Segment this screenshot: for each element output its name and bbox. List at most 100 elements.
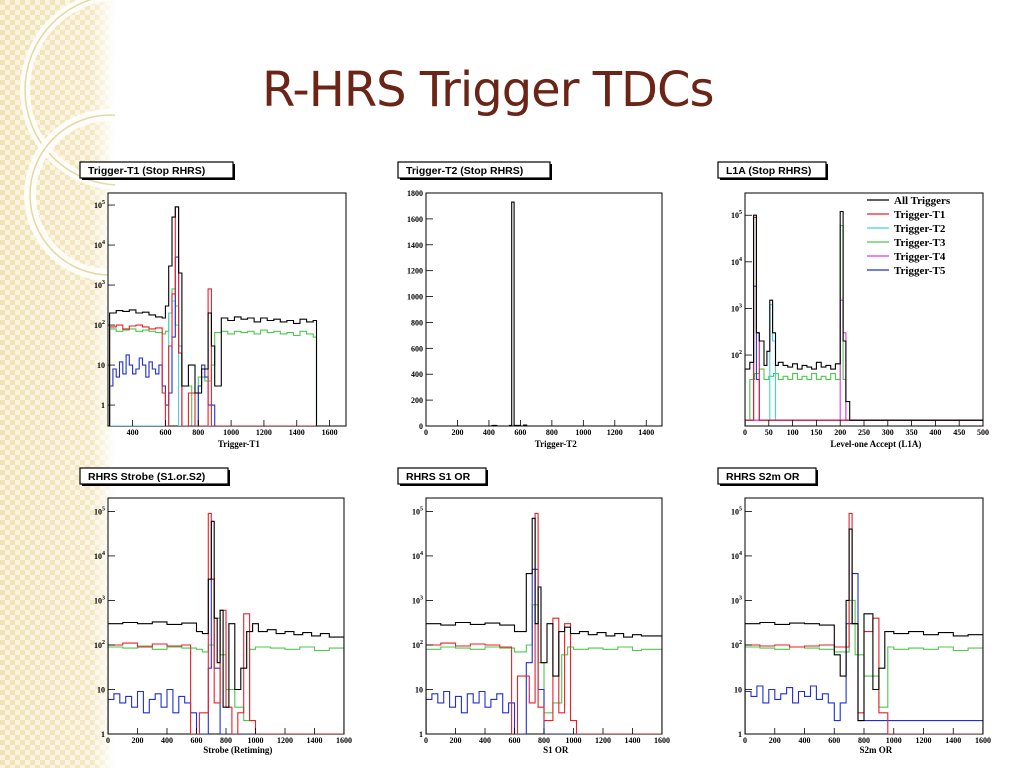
pad-title: L1A (Stop RHRS)	[726, 165, 811, 177]
y-tick-label: 0	[419, 422, 423, 431]
x-tick-label: 1000	[248, 736, 264, 745]
plot-frame	[425, 192, 663, 427]
series-all-triggers	[426, 517, 662, 734]
series-trigger-t1	[108, 512, 344, 734]
pad-title-box	[717, 467, 817, 485]
x-tick-label: 200	[132, 736, 144, 745]
y-tick-label: 103	[412, 595, 423, 605]
y-tick-label: 1	[419, 730, 423, 739]
series-all-triggers	[745, 528, 983, 734]
x-tick-label: 0	[424, 736, 428, 745]
x-tick-label: 1200	[277, 736, 293, 745]
legend-entry: All Triggers	[894, 195, 951, 207]
x-tick-label: 1600	[322, 428, 338, 437]
x-tick-label: 0	[424, 428, 428, 437]
series-trigger-t3	[426, 604, 662, 734]
y-tick-label: 1	[101, 401, 105, 410]
x-tick-label: 250	[858, 428, 870, 437]
y-tick-label: 102	[94, 320, 105, 330]
y-tick-label: 102	[731, 350, 742, 360]
series-trigger-t5	[109, 256, 346, 426]
y-tick-label: 105	[94, 200, 105, 210]
x-tick-label: 400	[127, 428, 139, 437]
y-tick-label: 10	[97, 685, 105, 694]
y-tick-label: 200	[411, 396, 423, 405]
x-tick-label: 0	[743, 428, 747, 437]
histogram-pad-3: L1A (Stop RHRS) 0 50 100 150 200 250 300 350 400 4…	[717, 161, 989, 449]
y-tick-label: 105	[94, 506, 105, 516]
histogram-pad-6: RHRS S2m OR 0 200 400 600 800 1000 1200 1400 1600…	[717, 467, 991, 755]
x-tick-label: 1400	[289, 428, 305, 437]
y-tick-label: 102	[412, 640, 423, 650]
x-tick-label: 1200	[607, 428, 623, 437]
y-tick-label: 104	[94, 240, 105, 250]
x-tick-label: 1000	[566, 736, 582, 745]
y-tick-label: 103	[731, 303, 742, 313]
y-tick-label: 1800	[407, 189, 423, 198]
x-tick-label: 400	[479, 736, 491, 745]
legend-entry: Trigger-T1	[894, 209, 945, 221]
x-tick-label: 200	[450, 736, 462, 745]
x-tick-label: 800	[220, 736, 232, 745]
legend-entry: Trigger-T2	[894, 223, 946, 235]
y-tick-label: 104	[731, 551, 742, 561]
y-tick-label: 104	[412, 551, 423, 561]
x-tick-label: 1600	[336, 736, 352, 745]
legend-entry: Trigger-T3	[894, 237, 946, 249]
plot-frame	[107, 192, 347, 427]
histogram-pad-1: Trigger-T1 (Stop RHRS) 400 600 800 1000 1200 1…	[79, 161, 347, 449]
decorative-background-pattern	[0, 0, 115, 768]
series-trigger-t5	[745, 573, 983, 734]
y-tick-label: 103	[94, 595, 105, 605]
y-tick-label: 104	[94, 551, 105, 561]
y-tick-label: 1200	[407, 267, 423, 276]
y-tick-label: 105	[412, 506, 423, 516]
x-tick-label: 1000	[886, 736, 902, 745]
y-tick-label: 600	[411, 344, 423, 353]
slide-title: R-HRS Trigger TDCs	[262, 62, 714, 118]
y-tick-label: 10	[97, 361, 105, 370]
y-tick-label: 103	[731, 595, 742, 605]
pad-title-box	[717, 161, 827, 179]
x-tick-label: 450	[953, 428, 965, 437]
x-tick-label: 400	[799, 736, 811, 745]
y-tick-label: 103	[94, 280, 105, 290]
x-tick-label: 800	[538, 736, 550, 745]
y-tick-label: 1000	[407, 293, 423, 302]
x-tick-label: 600	[828, 736, 840, 745]
x-tick-label: 1400	[638, 428, 654, 437]
y-tick-label: 1400	[407, 241, 423, 250]
x-tick-label: 800	[858, 736, 870, 745]
x-axis-title: Trigger-T1	[218, 439, 260, 449]
pad-title-box	[79, 161, 234, 179]
x-tick-label: 600	[159, 428, 171, 437]
y-tick-label: 102	[94, 640, 105, 650]
series-trigger-t5	[108, 578, 344, 734]
x-tick-label: 1400	[625, 736, 641, 745]
x-tick-label: 0	[743, 736, 747, 745]
x-tick-label: 350	[906, 428, 918, 437]
x-tick-label: 400	[929, 428, 941, 437]
histogram-pad-2: Trigger-T2 (Stop RHRS) 0 200 400 600 800 1000 1…	[397, 161, 663, 449]
y-tick-label: 105	[731, 210, 742, 220]
pad-title-box	[79, 467, 229, 485]
pad-title-box	[397, 161, 551, 179]
series-trigger-t5	[426, 568, 662, 734]
x-tick-label: 1600	[654, 736, 670, 745]
pad-title: RHRS Strobe (S1.or.S2)	[88, 471, 205, 483]
x-tick-label: 200	[769, 736, 781, 745]
x-tick-label: 1000	[223, 428, 239, 437]
series-trigger-t1	[745, 512, 983, 734]
x-tick-label: 1200	[256, 428, 272, 437]
y-tick-label: 10	[734, 685, 742, 694]
series-all-triggers	[108, 520, 344, 734]
x-tick-label: 1000	[575, 428, 591, 437]
series-all-triggers	[426, 201, 662, 426]
series-all-triggers	[745, 210, 983, 426]
histogram-pad-5: RHRS S1 OR 0 200 400 600 800 1000 1200 1400 1600 1…	[397, 467, 670, 755]
x-tick-label: 1200	[916, 736, 932, 745]
series-trigger-t3	[745, 225, 983, 426]
y-tick-label: 800	[411, 318, 423, 327]
x-tick-label: 0	[106, 736, 110, 745]
x-axis-title: Trigger-T2	[535, 439, 577, 449]
